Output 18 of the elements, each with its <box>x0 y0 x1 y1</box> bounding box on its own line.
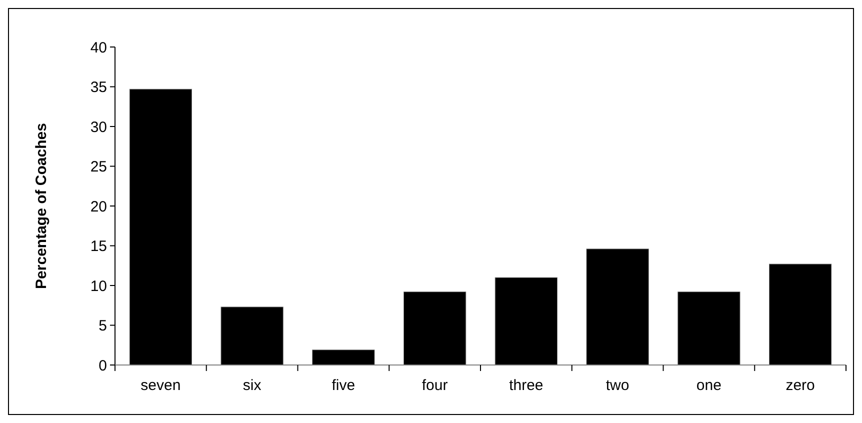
x-tick-label: zero <box>786 377 815 394</box>
y-tick-label: 30 <box>90 118 107 136</box>
y-tick-label: 5 <box>98 318 107 334</box>
y-tick-label: 20 <box>90 198 107 216</box>
y-tick-label: 15 <box>90 238 107 255</box>
y-tick-label: 35 <box>90 79 107 96</box>
x-tick-label: seven <box>140 377 181 394</box>
y-tick-label: 10 <box>90 278 107 295</box>
x-tick-label: five <box>332 377 356 394</box>
x-tick-label: six <box>242 377 262 394</box>
y-tick-label: 25 <box>90 158 107 176</box>
y-tick-label: 40 <box>90 39 107 56</box>
x-tick-label: four <box>422 377 448 394</box>
y-tick-label: 0 <box>98 357 107 374</box>
x-tick-label: two <box>606 377 630 394</box>
x-tick-label: one <box>696 377 722 394</box>
y-axis-title: Percentage of Coaches <box>33 123 50 289</box>
x-tick-label: three <box>509 377 544 394</box>
